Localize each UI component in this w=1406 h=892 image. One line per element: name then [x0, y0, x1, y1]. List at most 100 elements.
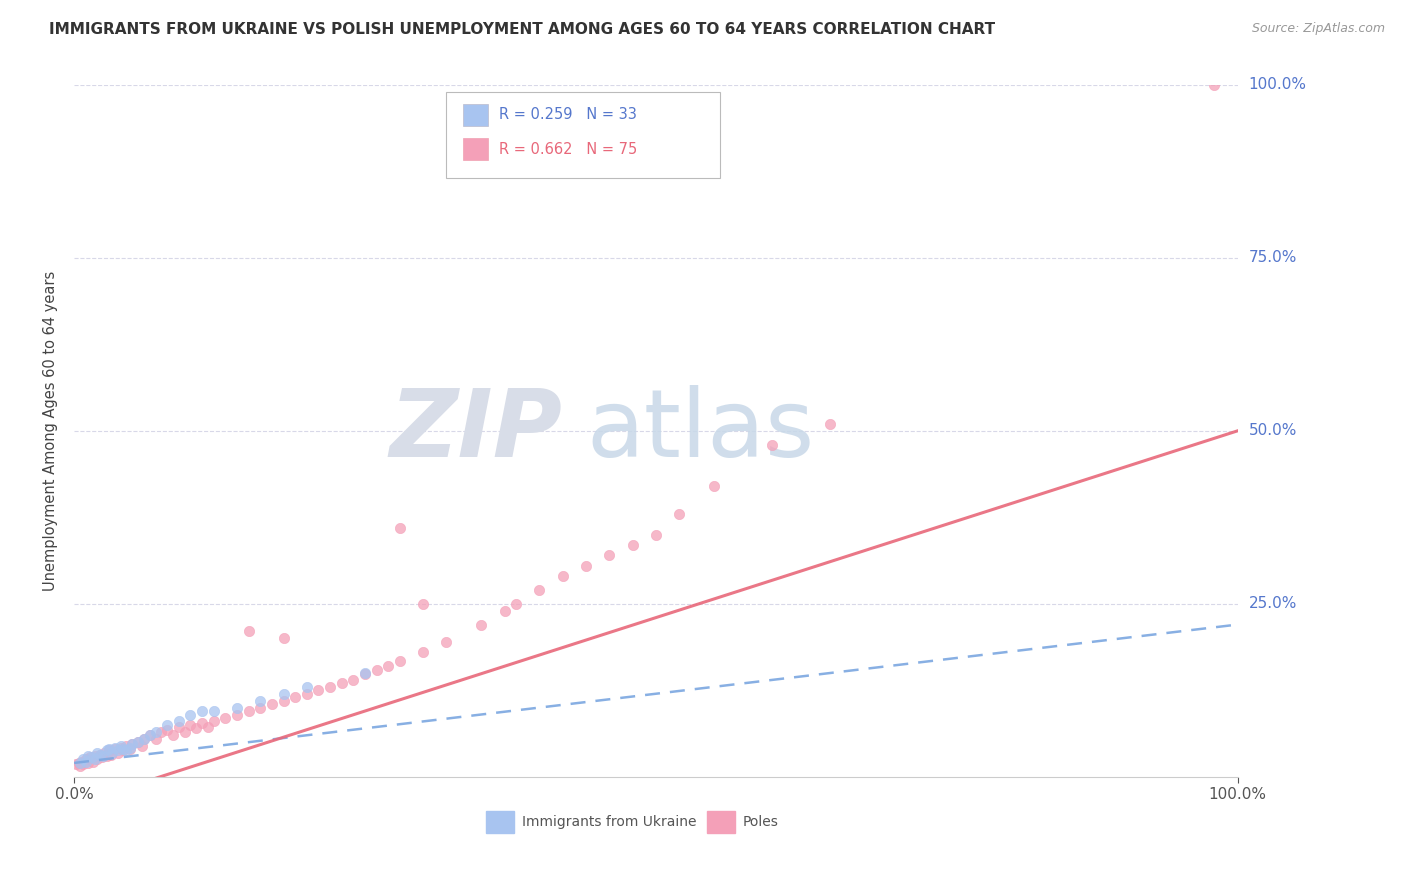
Point — [89, 747, 111, 762]
Point — [67, 756, 90, 770]
Point — [179, 718, 201, 732]
Point — [295, 687, 318, 701]
Point — [761, 438, 783, 452]
Point — [145, 731, 167, 746]
Text: IMMIGRANTS FROM UKRAINE VS POLISH UNEMPLOYMENT AMONG AGES 60 TO 64 YEARS CORRELA: IMMIGRANTS FROM UKRAINE VS POLISH UNEMPL… — [49, 22, 995, 37]
Y-axis label: Unemployment Among Ages 60 to 64 years: Unemployment Among Ages 60 to 64 years — [44, 271, 58, 591]
Point — [226, 707, 249, 722]
Point — [273, 687, 295, 701]
Point — [354, 667, 377, 681]
Point — [127, 735, 149, 749]
Point — [342, 673, 364, 687]
Point — [354, 665, 377, 680]
Point — [75, 752, 97, 766]
Point — [82, 755, 104, 769]
Point — [127, 735, 149, 749]
Point — [238, 704, 260, 718]
Point — [156, 718, 179, 732]
Point — [494, 604, 516, 618]
Text: atlas: atlas — [586, 384, 814, 477]
Text: Source: ZipAtlas.com: Source: ZipAtlas.com — [1251, 22, 1385, 36]
Point — [107, 746, 129, 760]
Point — [89, 747, 111, 762]
Point — [110, 739, 132, 753]
Point — [644, 527, 666, 541]
Point — [167, 720, 190, 734]
FancyBboxPatch shape — [707, 811, 735, 833]
Text: ZIP: ZIP — [389, 384, 562, 477]
Point — [121, 737, 143, 751]
Point — [197, 720, 219, 734]
Point — [156, 723, 179, 737]
Point — [91, 750, 114, 764]
Point — [249, 700, 271, 714]
Text: Poles: Poles — [742, 814, 779, 829]
Point — [69, 756, 91, 770]
Point — [668, 507, 690, 521]
Point — [104, 740, 127, 755]
Point — [412, 597, 434, 611]
Point — [621, 538, 644, 552]
Point — [93, 746, 115, 760]
Point — [96, 743, 118, 757]
Point — [72, 757, 94, 772]
Point — [110, 740, 132, 755]
Text: 100.0%: 100.0% — [1249, 78, 1306, 93]
Text: Immigrants from Ukraine: Immigrants from Ukraine — [522, 814, 696, 829]
FancyBboxPatch shape — [486, 811, 513, 833]
Point — [96, 749, 118, 764]
Point — [77, 756, 100, 770]
Point — [132, 731, 155, 746]
Point — [529, 582, 551, 597]
Point — [470, 617, 492, 632]
Point — [111, 742, 134, 756]
Point — [101, 746, 124, 760]
Point — [820, 417, 842, 431]
Point — [98, 743, 121, 757]
Point — [434, 635, 457, 649]
Point — [150, 724, 173, 739]
Point — [77, 749, 100, 764]
Text: R = 0.259   N = 33: R = 0.259 N = 33 — [499, 107, 637, 122]
Point — [131, 739, 153, 753]
Point — [86, 752, 108, 766]
Point — [238, 624, 260, 639]
Text: 25.0%: 25.0% — [1249, 597, 1296, 611]
Point — [366, 663, 388, 677]
Point — [132, 731, 155, 746]
Point — [319, 680, 342, 694]
Point — [1204, 78, 1226, 92]
Point — [202, 704, 225, 718]
Point — [111, 743, 134, 757]
Point — [598, 549, 620, 563]
Point — [167, 714, 190, 729]
Point — [84, 749, 107, 764]
Point — [100, 747, 122, 762]
Point — [84, 752, 107, 766]
Point — [214, 711, 236, 725]
Point — [703, 479, 725, 493]
Point — [249, 693, 271, 707]
Point — [173, 724, 195, 739]
Point — [505, 597, 527, 611]
Point — [72, 752, 94, 766]
Point — [75, 755, 97, 769]
Point — [115, 739, 138, 753]
Point — [162, 728, 184, 742]
Point — [118, 742, 141, 756]
FancyBboxPatch shape — [446, 92, 720, 178]
Point — [226, 700, 249, 714]
Text: 50.0%: 50.0% — [1249, 424, 1296, 438]
Point — [295, 680, 318, 694]
Point — [86, 746, 108, 760]
Point — [551, 569, 574, 583]
Point — [80, 750, 103, 764]
Point — [121, 737, 143, 751]
Point — [179, 707, 201, 722]
Point — [388, 521, 411, 535]
Point — [330, 676, 353, 690]
Point — [138, 728, 160, 742]
Point — [284, 690, 307, 705]
Point — [98, 742, 121, 756]
Point — [307, 683, 329, 698]
